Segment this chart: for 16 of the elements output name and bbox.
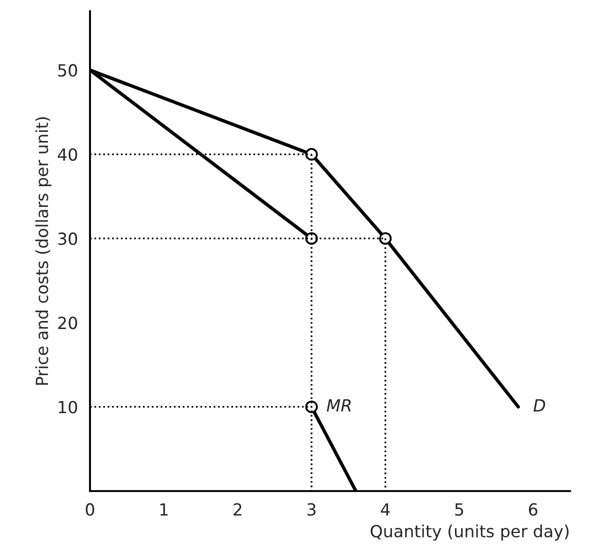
y-tick-label: 10 [58,400,78,414]
series-label: MR [326,399,351,412]
y-tick-label: 30 [58,232,78,246]
x-tick-label: 3 [308,503,316,516]
x-tick-label: 0 [86,503,94,516]
x-axis-title: Quantity (units per day) [370,524,569,541]
x-tick-label: 4 [380,503,390,516]
y-axis-title: Price and costs (dollars per unit) [35,117,52,385]
x-tick-label: 5 [455,503,464,516]
y-tick-label: 40 [58,148,78,161]
series-label: D [534,399,546,412]
y-tick-label: 50 [58,64,78,77]
x-tick-label: 2 [234,503,242,516]
x-tick-label: 6 [528,503,538,516]
x-tick-label: 1 [160,503,168,516]
y-tick-label: 20 [58,316,78,330]
